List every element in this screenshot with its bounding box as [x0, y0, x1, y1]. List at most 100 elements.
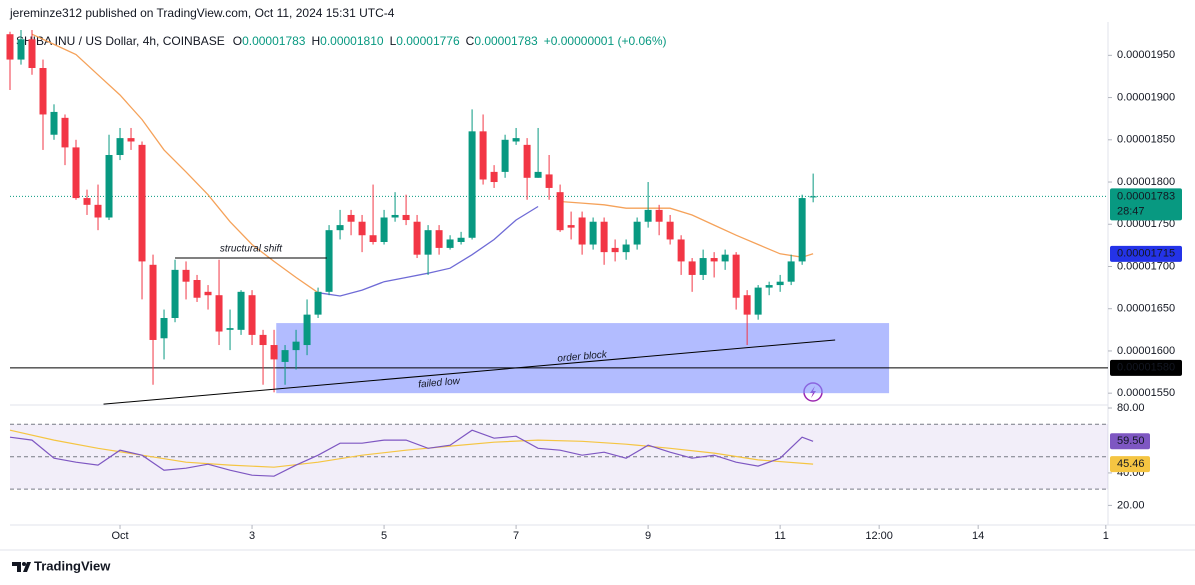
candle-body — [413, 221, 421, 255]
candle-body — [644, 209, 652, 222]
change: +0.00000001 (+0.06%) — [544, 34, 667, 48]
trend-line — [103, 339, 836, 405]
logo-dot — [22, 562, 26, 566]
candle-body — [765, 285, 773, 288]
candle-body — [116, 138, 124, 155]
candle-body — [809, 196, 817, 198]
price-label-box — [1110, 359, 1182, 376]
price-label-box — [1110, 245, 1182, 262]
ohlc-key: C — [466, 34, 475, 48]
candle-body — [226, 328, 234, 330]
symbol: SHIBA INU / US Dollar, 4h, COINBASE — [16, 34, 225, 48]
logo-mark — [12, 562, 21, 572]
candle-body — [391, 214, 399, 218]
candle-body — [94, 204, 102, 218]
ohlc-value: 0.00001776 — [396, 34, 460, 48]
ohlc-value: 0.00001783 — [242, 34, 306, 48]
ohlc-value: 0.00001810 — [320, 34, 384, 48]
candle-body — [512, 138, 520, 142]
candle-body — [270, 345, 278, 360]
candle-body — [798, 198, 806, 262]
candle-body — [215, 295, 223, 332]
candle-body — [479, 131, 487, 180]
candle-body — [501, 139, 509, 172]
rsi-tick-label: 80.00 — [1117, 402, 1145, 414]
x-tick-label: 1 — [1103, 530, 1109, 542]
candle-body — [754, 287, 762, 315]
candle-body — [534, 171, 542, 178]
candle-body — [347, 214, 355, 222]
structural-shift-label: structural shift — [220, 244, 283, 255]
x-tick-label: 3 — [249, 530, 255, 542]
candle-body — [336, 225, 344, 231]
candle-body — [160, 318, 168, 339]
candle-body — [743, 295, 751, 315]
y-tick-label: 0.00001650 — [1117, 303, 1175, 315]
rsi-value: 59.50 — [1117, 435, 1145, 447]
symbol-legend: SHIBA INU / US Dollar, 4h, COINBASE O0.00… — [16, 34, 667, 48]
rsi-ma-value-box — [1110, 456, 1150, 473]
candle-body — [710, 258, 718, 262]
candle-body — [237, 291, 245, 330]
x-tick-label: 5 — [381, 530, 387, 542]
candle-body — [490, 171, 498, 183]
x-tick-label: 7 — [513, 530, 519, 542]
logo-slash — [23, 562, 31, 572]
candle-body — [655, 209, 663, 222]
rsi-ma-value: 45.46 — [1117, 458, 1145, 470]
candle-body — [138, 144, 146, 262]
candle-body — [61, 117, 69, 148]
x-tick-label: 11 — [774, 530, 785, 542]
rsi-line — [9, 429, 814, 477]
candle-body — [281, 350, 289, 362]
ohlc-key: O — [233, 34, 242, 48]
price-label-box — [1110, 188, 1182, 221]
x-tick-label: 9 — [645, 530, 651, 542]
candle-body — [127, 138, 135, 142]
logo — [12, 562, 31, 572]
candle-body — [105, 155, 113, 218]
candle-body — [457, 237, 465, 242]
candle-body — [787, 261, 795, 282]
y-tick-label: 0.00001900 — [1117, 91, 1175, 103]
y-tick-label: 0.00001550 — [1117, 387, 1175, 399]
candle-body — [446, 239, 454, 248]
candle-body — [6, 34, 14, 60]
candle-body — [721, 254, 729, 262]
candle-body — [50, 111, 58, 135]
candle-body — [248, 295, 256, 335]
candle-body — [83, 198, 91, 205]
candle-body — [468, 131, 476, 238]
candle-body — [600, 221, 608, 253]
price-label: 0.00001715 — [1117, 248, 1175, 260]
candle-body — [182, 269, 190, 282]
candle-body — [402, 214, 410, 221]
candle-body — [699, 258, 707, 275]
price-label: 0.00001580 — [1117, 362, 1175, 374]
order-block-zone — [276, 323, 890, 394]
candle-body — [17, 39, 25, 60]
candle-body — [589, 221, 597, 245]
candle-body — [688, 261, 696, 275]
candle-body — [292, 341, 300, 351]
candle-body — [633, 221, 641, 245]
candle-body — [380, 217, 388, 242]
candle-body — [369, 235, 377, 242]
candle-body — [325, 230, 333, 292]
countdown: 28:47 — [1117, 205, 1145, 217]
candle-body — [677, 239, 685, 262]
x-tick-label: 12:00 — [865, 530, 893, 542]
rsi-value-box — [1110, 433, 1150, 450]
y-tick-label: 0.00001700 — [1117, 260, 1175, 272]
rsi-tick-label: 20.00 — [1117, 499, 1145, 511]
y-tick-label: 0.00001800 — [1117, 176, 1175, 188]
ohlc-value: 0.00001783 — [474, 34, 538, 48]
candle-body — [303, 314, 311, 346]
candle-body — [556, 192, 564, 231]
candle-body — [171, 269, 179, 319]
candle-body — [545, 174, 553, 188]
candle-body — [567, 225, 575, 228]
y-tick-label: 0.00001950 — [1117, 49, 1175, 61]
candle-body — [358, 221, 366, 236]
